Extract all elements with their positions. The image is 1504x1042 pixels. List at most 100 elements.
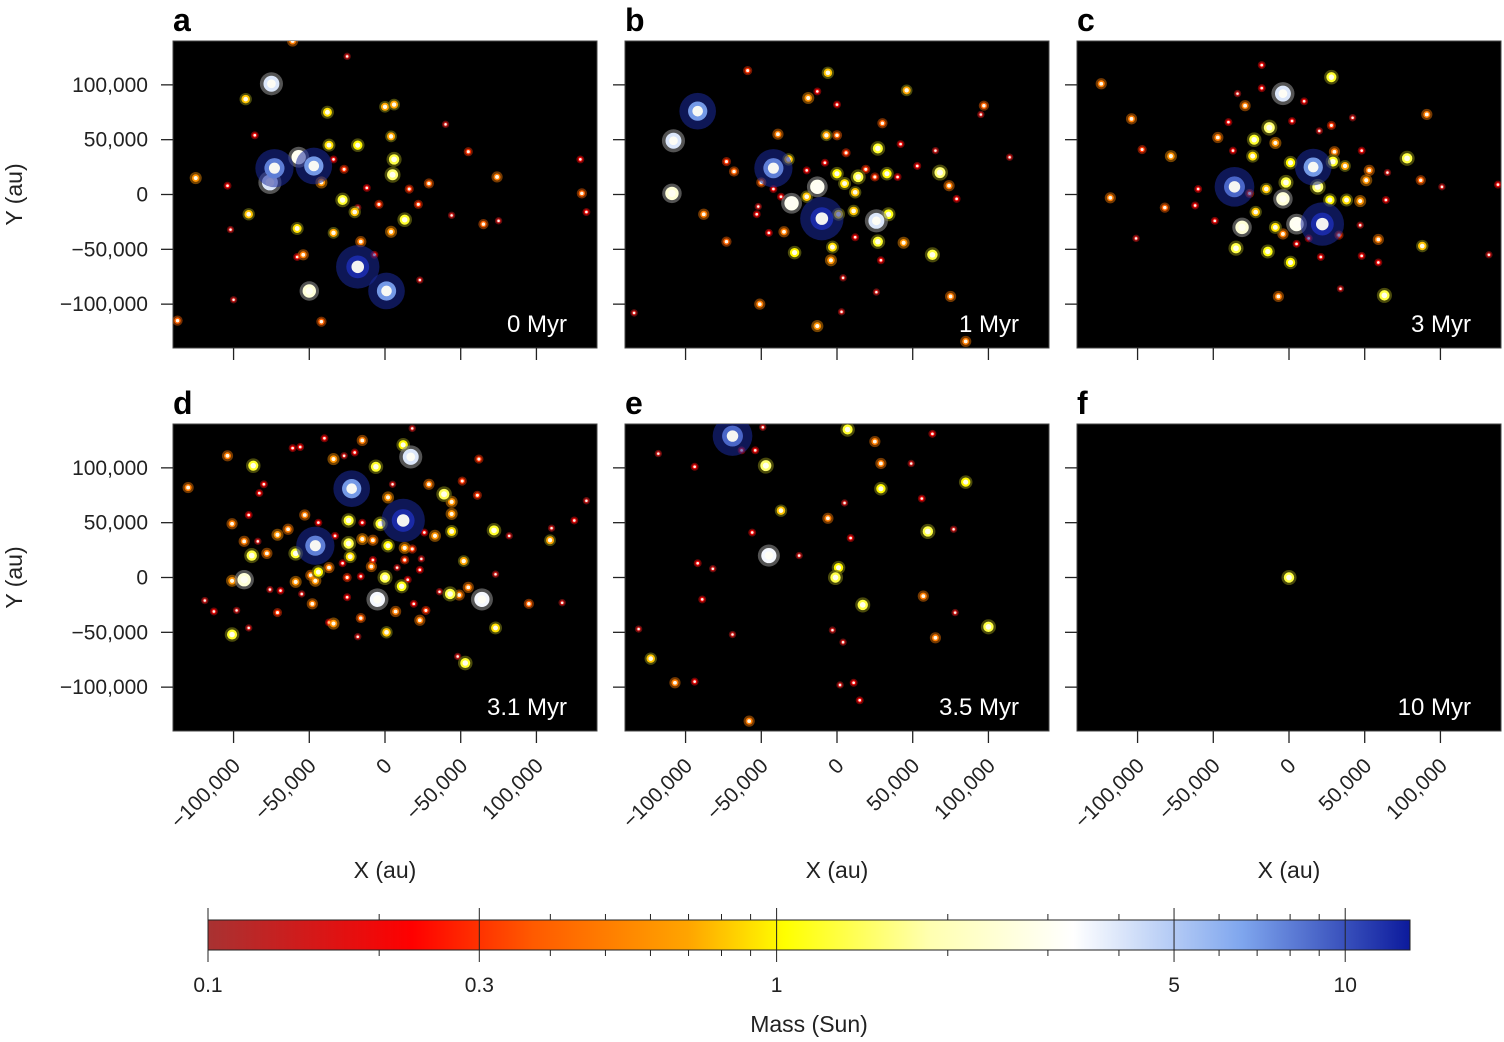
star-point [413, 199, 423, 209]
star-point [505, 532, 513, 540]
star-core [841, 276, 845, 280]
star-core [1215, 135, 1220, 140]
time-label: 3 Myr [1411, 311, 1471, 338]
star-point [1292, 239, 1301, 248]
star-point [931, 146, 940, 155]
star-core [308, 160, 320, 172]
star-core [701, 212, 706, 217]
panel-letter: f [1077, 385, 1088, 421]
star-point [1137, 144, 1147, 155]
y-tick-label: 50,000 [84, 129, 148, 152]
star-core [878, 486, 884, 492]
star-core [449, 499, 454, 504]
x-axis-title: X (au) [354, 857, 417, 883]
star-point [293, 253, 302, 261]
star-core [764, 551, 774, 560]
star-core [257, 491, 261, 495]
star-point [944, 290, 957, 303]
star-core [834, 171, 840, 177]
star-core [381, 285, 392, 297]
star-point [1281, 569, 1297, 586]
star-point [811, 320, 824, 333]
star-core [924, 528, 931, 535]
star-point [855, 597, 871, 613]
star-core [825, 516, 830, 521]
star-core [947, 183, 951, 188]
star-core [391, 156, 397, 163]
star-point [367, 534, 379, 546]
star-core [875, 238, 881, 245]
star-core [308, 573, 313, 578]
star-point [721, 157, 732, 167]
star-point [917, 590, 929, 602]
star-point [795, 551, 803, 560]
star-core [262, 482, 266, 486]
star-point [331, 531, 340, 540]
colorbar-tick-label: 0.3 [465, 974, 494, 997]
star-core [360, 537, 365, 542]
star-point [1324, 69, 1339, 85]
star-core [1319, 255, 1323, 259]
star-core [461, 558, 466, 564]
star-core [873, 175, 877, 179]
star-point [850, 169, 866, 185]
star-point [394, 579, 409, 594]
star-core [246, 211, 252, 217]
star-point [1363, 164, 1375, 176]
star-point [828, 626, 837, 634]
star-core [1266, 124, 1273, 131]
star-point [1257, 61, 1266, 70]
star-point [880, 166, 894, 181]
star-point [407, 544, 417, 554]
star-point [423, 178, 435, 189]
star-point [630, 309, 638, 317]
star-core [291, 446, 294, 450]
star-point [839, 274, 847, 282]
star-point [1421, 108, 1433, 121]
star-point [1104, 192, 1116, 204]
star-point [913, 162, 922, 170]
star-point [350, 138, 365, 152]
star-core [327, 621, 331, 624]
star-point [757, 457, 774, 474]
star-core [1278, 89, 1288, 99]
star-core [247, 513, 251, 517]
star-core [319, 319, 324, 324]
star-core [1314, 183, 1321, 190]
star-point [445, 524, 459, 538]
star-point [1271, 82, 1295, 106]
star-point [1269, 136, 1282, 150]
star-point [802, 91, 815, 105]
star-point [226, 225, 235, 234]
star-point [414, 614, 426, 626]
star-point [232, 606, 241, 615]
star-point [229, 296, 238, 304]
star-core [403, 558, 407, 562]
star-core [275, 532, 280, 537]
star-core [345, 575, 349, 580]
star-core [747, 719, 752, 724]
star-core [416, 202, 420, 206]
star-core [1227, 120, 1230, 124]
star-core [410, 547, 414, 551]
star-point [223, 181, 232, 190]
star-core [700, 598, 704, 601]
star-core [824, 133, 829, 138]
colorbar-ticks: 0.1 0.3 1 5 10 [193, 908, 1357, 997]
star-point [409, 599, 418, 608]
star-point [381, 498, 425, 543]
star-core [841, 640, 845, 644]
x-tick-label: −50,000 [1154, 754, 1224, 824]
star-core [767, 231, 771, 235]
star-core [253, 133, 257, 137]
star-core [225, 453, 230, 458]
star-point [824, 254, 837, 267]
star-core [339, 197, 346, 203]
star-point [876, 256, 885, 265]
star-core [844, 151, 848, 155]
star-core [929, 251, 936, 258]
star-point [261, 547, 273, 559]
star-core [301, 252, 306, 257]
star-core [1332, 149, 1337, 154]
star-point [1005, 153, 1014, 161]
